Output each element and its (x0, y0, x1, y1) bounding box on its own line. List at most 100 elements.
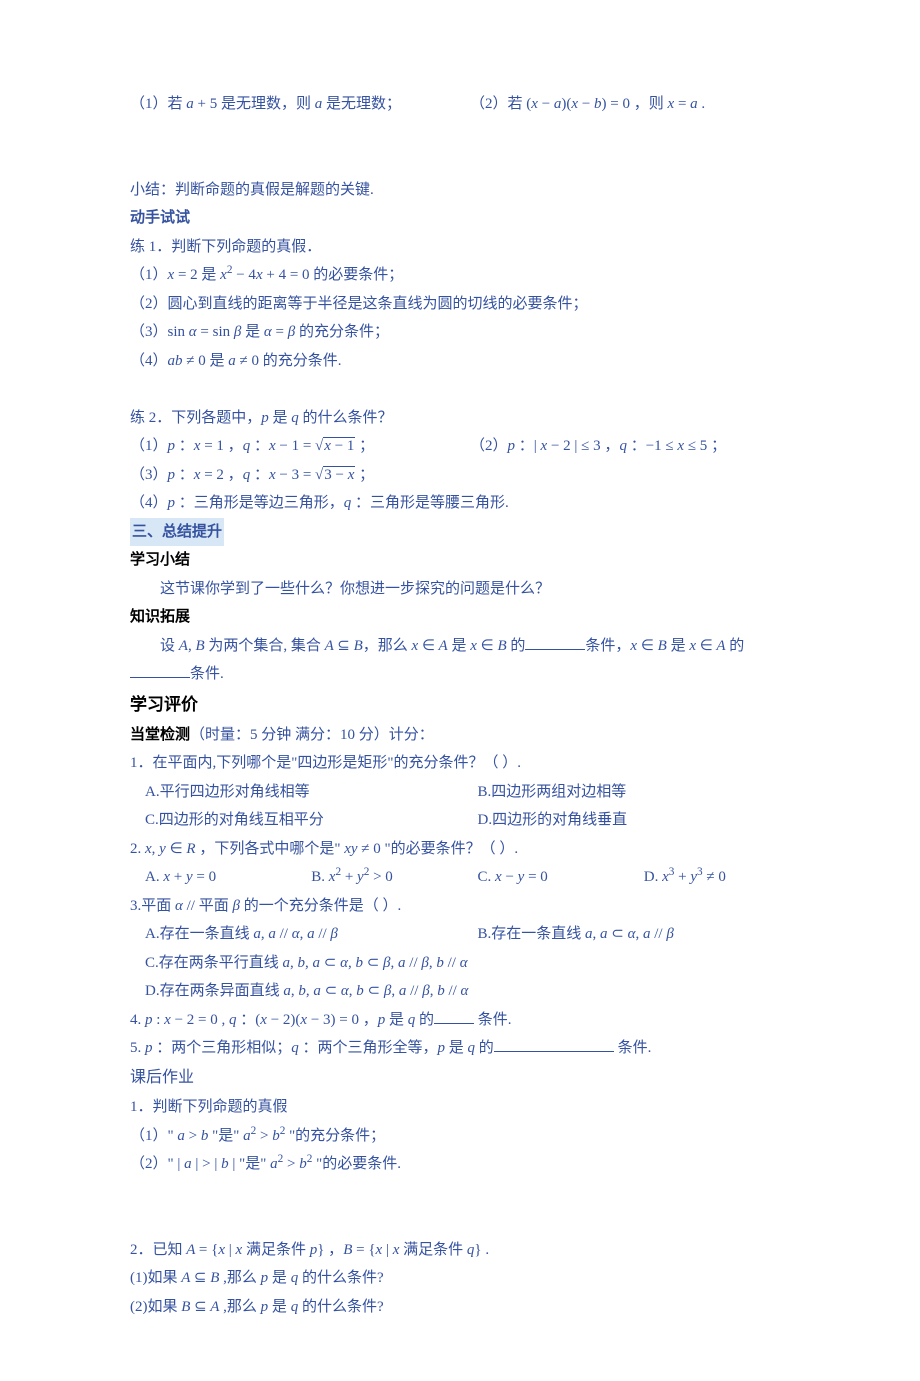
xuexixiaojie-title: 学习小结 (130, 546, 810, 575)
m: β (232, 898, 239, 914)
m: p (438, 1040, 446, 1056)
section-3: 三、总结提升 (130, 518, 810, 547)
lian2-row1: （1）p ：x = 1 ，q ：x − 1 = x − 1 ； （2）p ：| … (130, 432, 810, 461)
t: 是 (445, 1040, 468, 1056)
t: 条件. (474, 1012, 512, 1028)
t: 3.平面 (130, 898, 175, 914)
m: α (175, 898, 183, 914)
m: x, y ∈ R (145, 841, 196, 857)
t: 的必要条件； (310, 267, 404, 283)
m: x ∈ A (689, 638, 725, 654)
m: x ∈ B (470, 638, 506, 654)
lian1-3: （3）sin α = sin β 是 α = β 的充分条件； (130, 318, 810, 347)
m: p (168, 495, 176, 511)
xiaojie: 小结：判断命题的真假是解题的关键. (130, 176, 810, 205)
t: 条件. (190, 666, 224, 682)
lian1-4: （4）ab ≠ 0 是 a ≠ 0 的充分条件. (130, 347, 810, 376)
q3-A: A.存在一条直线 a, a // α, a // β (130, 920, 478, 949)
q5: 5. p ：两个三角形相似；q ：两个三角形全等，p 是 q 的 条件. (130, 1034, 810, 1063)
t: 2．已知 (130, 1242, 186, 1258)
t: 为两个集合, 集合 (205, 638, 325, 654)
t: "是" (208, 1128, 243, 1144)
blank (525, 634, 585, 650)
t: ，则 (630, 96, 668, 112)
t: (2)如果 (130, 1299, 181, 1315)
t: ： (237, 1012, 256, 1028)
m: x ∈ A (412, 638, 448, 654)
q3-stem: 3.平面 α // 平面 β 的一个充分条件是（ ）. (130, 892, 810, 921)
h1-title: 1．判断下列命题的真假 (130, 1093, 810, 1122)
m: p : x − 2 = 0 (145, 1012, 218, 1028)
m: x = 2 (168, 267, 198, 283)
blank (130, 662, 190, 678)
zhishi-body: 设 A, B 为两个集合, 集合 A ⊆ B，那么 x ∈ A 是 x ∈ B … (130, 632, 810, 661)
zhishi-title: 知识拓展 (130, 603, 810, 632)
t: 的一个充分条件是（ ）. (240, 898, 401, 914)
t: （1）若 (130, 96, 186, 112)
m: (x − a)(x − b) = 0 (526, 96, 630, 112)
m: sin α = sin β (168, 324, 242, 340)
blank (434, 1008, 474, 1024)
t: ，那么 (363, 638, 412, 654)
t: ：三角形是等边三角形， (175, 495, 344, 511)
t: （1）" (130, 1128, 177, 1144)
m: a ≠ 0 (228, 353, 259, 369)
m: A = {x | x 满足条件 p} (186, 1242, 324, 1258)
q1-D: D.四边形的对角线垂直 (478, 806, 811, 835)
t: "的必要条件？（ ）. (381, 841, 518, 857)
m: ab ≠ 0 (168, 353, 206, 369)
ex1: （1）若 a + 5 是无理数，则 a 是无理数； (130, 90, 470, 119)
t: ：两个三角形全等， (299, 1040, 438, 1056)
t: 的 (415, 1012, 434, 1028)
q1-C: C.四边形的对角线互相平分 (130, 806, 478, 835)
t: 是 (667, 638, 690, 654)
t: 的 (507, 638, 526, 654)
t: 的什么条件? (298, 1270, 383, 1286)
lian2-1: （1）p ：x = 1 ，q ：x − 1 = x − 1 ； (130, 432, 470, 461)
t: 是 (206, 353, 229, 369)
t: // 平面 (183, 898, 233, 914)
q3-B: B.存在一条直线 a, a ⊂ α, a // β (478, 920, 811, 949)
h2-2: (2)如果 B ⊆ A ,那么 p 是 q 的什么条件? (130, 1293, 810, 1322)
m: x ∈ B (630, 638, 666, 654)
m: q (468, 1040, 476, 1056)
h1-1: （1）" a > b "是" a2 > b2 "的充分条件； (130, 1122, 810, 1151)
lian1-1: （1）x = 2 是 x2 − 4x + 4 = 0 的必要条件； (130, 261, 810, 290)
t: 是 (241, 324, 264, 340)
q3-C: C.存在两条平行直线 a, b, a ⊂ α, b ⊂ β, a // β, b… (130, 949, 810, 978)
m: a2 > b2 (243, 1128, 285, 1144)
t: 是无理数，则 (217, 96, 315, 112)
q1-opts2: C.四边形的对角线互相平分 D.四边形的对角线垂直 (130, 806, 810, 835)
m: x = a (668, 96, 698, 112)
t: 条件. (614, 1040, 652, 1056)
kehou-title: 课后作业 (130, 1063, 810, 1093)
t: （2）" (130, 1156, 177, 1172)
t: "是" (235, 1156, 270, 1172)
t: （3） (130, 324, 168, 340)
t: 是 (385, 1012, 408, 1028)
h2-1: (1)如果 A ⊆ B ,那么 p 是 q 的什么条件? (130, 1264, 810, 1293)
t: 是 (198, 267, 221, 283)
m: A, B (179, 638, 205, 654)
lian2-3: （3）p ：x = 2 ，q ：x − 3 = 3 − x ； (130, 461, 810, 490)
t: 的什么条件？ (299, 410, 393, 426)
t: 的什么条件? (298, 1299, 383, 1315)
m: a > b (177, 1128, 208, 1144)
text: 判断命题的真假是解题的关键. (175, 182, 374, 198)
lian2-4: （4）p ：三角形是等边三角形，q ：三角形是等腰三角形. (130, 489, 810, 518)
t: ， (324, 1242, 343, 1258)
m: q (291, 1040, 299, 1056)
q4: 4. p : x − 2 = 0 , q ：(x − 2)(x − 3) = 0… (130, 1006, 810, 1035)
t: 是 (448, 638, 471, 654)
t: 2. (130, 841, 145, 857)
t: ：三角形是等腰三角形. (351, 495, 509, 511)
q2-opts: A. x + y = 0 B. x2 + y2 > 0 C. x − y = 0… (130, 863, 810, 892)
m: | a | > | b | (177, 1156, 235, 1172)
q2-D: D. x3 + y3 ≠ 0 (644, 863, 810, 892)
q2-A: A. x + y = 0 (145, 863, 311, 892)
m: q (291, 410, 299, 426)
t: 4. (130, 1012, 145, 1028)
q2-C: C. x − y = 0 (478, 863, 644, 892)
m: (x − 2)(x − 3) = 0 (255, 1012, 359, 1028)
m: a2 > b2 (270, 1156, 312, 1172)
